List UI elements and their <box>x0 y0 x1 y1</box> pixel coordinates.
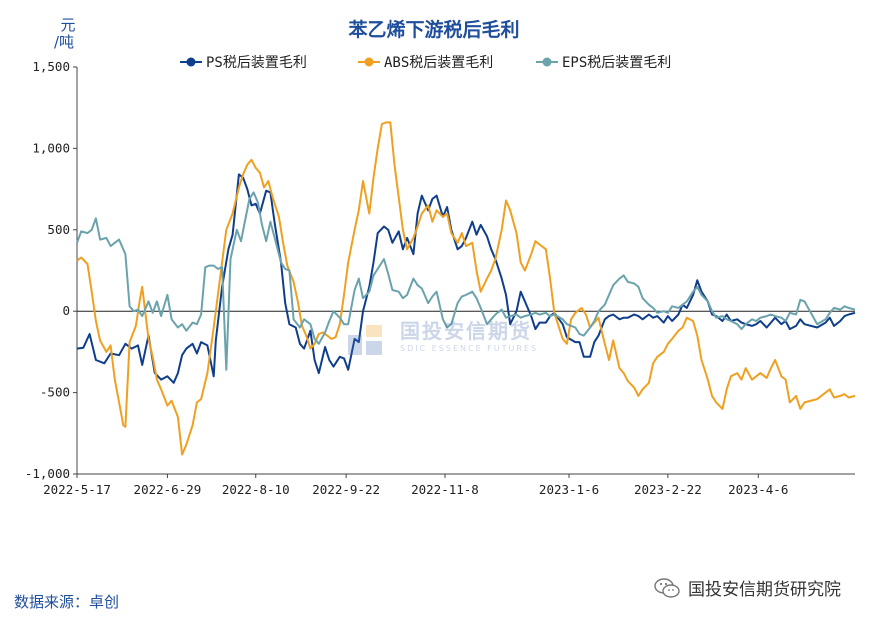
x-tick-label: 2022-11-8 <box>411 482 479 497</box>
y-tick-label: 1,000 <box>32 140 70 155</box>
data-source-note: 数据来源：卓创 <box>14 593 120 611</box>
legend-marker-1 <box>364 57 374 67</box>
legend-label-0: PS税后装置毛利 <box>206 55 307 71</box>
legend-marker-0 <box>186 57 196 67</box>
series-line-0 <box>76 173 856 384</box>
series-group <box>76 121 856 456</box>
x-tick-label: 2022-9-22 <box>312 482 380 497</box>
legend-label-1: ABS税后装置毛利 <box>384 55 493 71</box>
axes: -1,000 -500 0 500 1,000 1,500 2022-5-17 2022-6-… <box>25 59 855 497</box>
x-tick-label: 2022-8-10 <box>222 482 290 497</box>
y-tick-label: 500 <box>47 222 70 237</box>
x-tick-label: 2023-1-6 <box>539 482 599 497</box>
x-tick-label: 2022-5-17 <box>43 482 111 497</box>
unit-label-top: 元 <box>60 16 75 34</box>
footer-brand-name: 国投安信期货研究院 <box>688 580 841 600</box>
wechat-icon <box>654 577 680 598</box>
chart-title: 苯乙烯下游税后毛利 <box>347 18 519 41</box>
legend: PS税后装置毛利 ABS税后装置毛利 EPS税后装置毛利 <box>180 55 671 71</box>
x-tick-label: 2022-6-29 <box>134 482 202 497</box>
footer-brand: 国投安信期货研究院 <box>654 575 841 600</box>
y-tick-label: 1,500 <box>32 59 70 74</box>
unit-label-bottom: /吨 <box>54 33 74 51</box>
x-tick-label: 2023-4-6 <box>728 482 788 497</box>
y-tick-label: -1,000 <box>25 466 70 481</box>
series-line-1 <box>76 121 856 456</box>
legend-label-2: EPS税后装置毛利 <box>562 55 671 71</box>
legend-marker-2 <box>542 57 552 67</box>
y-tick-label: 0 <box>62 303 70 318</box>
y-tick-label: -500 <box>40 385 70 400</box>
series-line-2 <box>76 191 856 371</box>
x-tick-label: 2023-2-22 <box>634 482 702 497</box>
